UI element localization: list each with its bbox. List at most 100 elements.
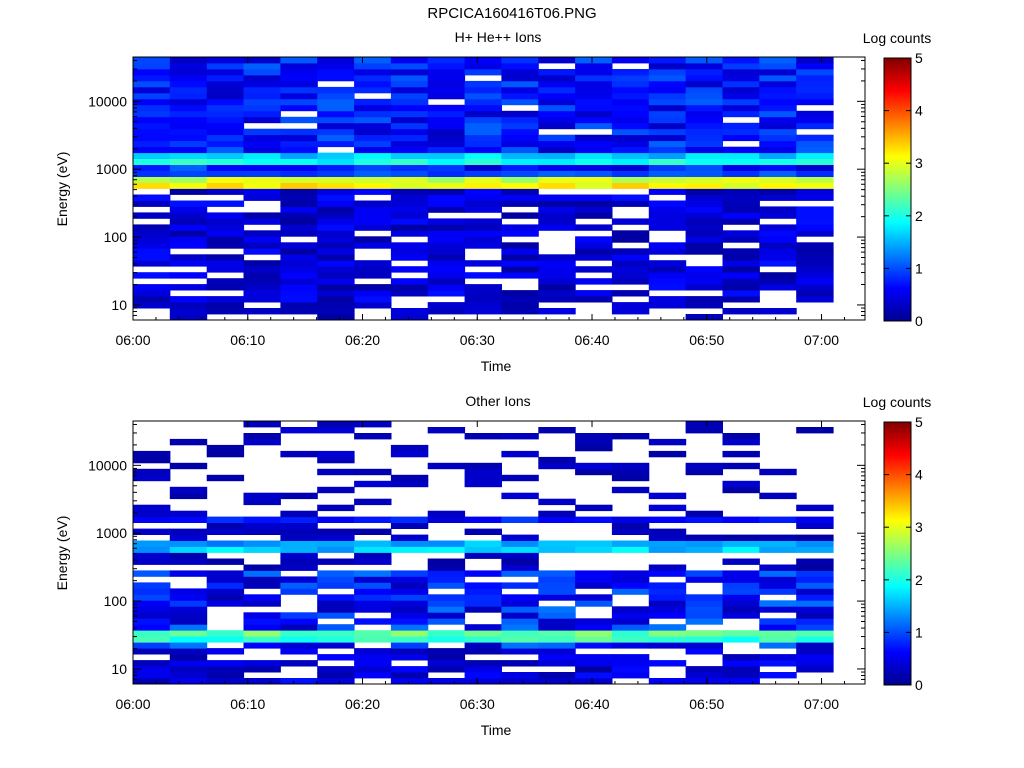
heatmap-cell [611,260,650,267]
heatmap-cell [243,516,281,523]
heatmap-cell [464,468,502,476]
heatmap-cell [169,630,208,637]
heatmap-cell [538,624,576,631]
heatmap-cell [501,260,539,267]
heatmap-cell [575,92,613,100]
heatmap-cell [354,134,392,142]
heatmap-cell [354,600,392,607]
heatmap-cell [317,74,355,82]
heatmap-cell [648,570,687,577]
heatmap-cell [317,200,355,207]
heatmap-cell [280,624,318,631]
heatmap-cell [501,248,539,255]
heatmap-cell [611,624,650,631]
heatmap-cell [464,176,502,183]
heatmap-cell [317,666,355,673]
heatmap-cell [722,534,760,541]
axes: 06:00 06:10 06:20 06:30 06:40 06:50 07:00 10 100… [88,421,865,712]
heatmap-cell [427,158,466,165]
heatmap-cell [317,606,355,613]
heatmap-cell [133,212,171,219]
heatmap-cell [390,516,429,523]
heatmap-cell [759,516,797,523]
heatmap-cell [759,230,797,237]
heatmap-cell [317,600,355,607]
figure-file-title: RPCICA160416T06.PNG [427,5,597,22]
heatmap-cell [611,236,650,243]
heatmap-cell [575,468,613,476]
heatmap-cell [317,63,355,70]
heatmap-cell [796,546,834,553]
heatmap-cell [317,308,355,315]
heatmap-cell [759,57,797,64]
heatmap-cell [538,57,576,64]
heatmap-cell [280,134,318,142]
heatmap-cell [575,642,613,649]
heatmap-cell [685,648,723,655]
heatmap-cell [796,504,834,512]
heatmap-cell [243,218,281,225]
heatmap-cell [354,182,392,189]
heatmap-cell [759,212,797,219]
heatmap-cell [206,546,245,553]
heatmap-cell [796,540,834,547]
heatmap-cell [354,540,392,547]
colorbar-tick-label: 5 [915,414,923,430]
heatmap-cell [538,516,576,523]
heatmap-cell [796,558,834,565]
heatmap-cell [538,116,576,124]
heatmap-cell [611,254,650,261]
panel-other-ions: Other Ions 06:00 06:10 06:20 06:30 06:40 06:5… [54,393,931,738]
heatmap-cell [501,188,539,195]
heatmap-cell [169,176,208,183]
heatmap-cell [575,164,613,171]
heatmap-cell [243,236,281,243]
panel-title: H+ He++ Ions [455,29,542,45]
heatmap-cell [427,200,466,207]
heatmap-cell [685,534,723,541]
heatmap-cell [575,146,613,154]
heatmap-cell [685,212,723,219]
heatmap-cell [501,254,539,261]
heatmap-cell [354,290,392,297]
heatmap-cell [464,63,502,70]
heatmap-cell [611,618,650,625]
heatmap-cell [611,152,650,159]
heatmap-cell [243,188,281,195]
heatmap-cell [206,110,245,118]
heatmap-cell [317,122,355,130]
heatmap-cell [133,450,171,458]
heatmap-cell [427,104,466,112]
heatmap-cell [280,230,318,237]
heatmap-cell [575,69,613,76]
heatmap-cell [648,140,687,148]
heatmap-cell [133,134,171,142]
y-tick-label: 10000 [88,457,127,473]
heatmap-cell [722,576,760,583]
heatmap-cell [206,474,245,482]
heatmap-cell [243,69,281,76]
heatmap-cell [759,534,797,541]
heatmap-cell [427,284,466,291]
heatmap-cell [722,110,760,118]
heatmap-cell [354,128,392,136]
colorbar-label: Log counts [863,394,932,410]
heatmap-cell [317,314,355,321]
heatmap-cell [280,248,318,255]
heatmap-cell [133,504,171,512]
heatmap-cell [390,248,429,255]
heatmap-cell [611,158,650,165]
heatmap-cell [169,206,208,213]
heatmap-cell [169,618,208,625]
heatmap-cell [611,170,650,177]
heatmap-cell [317,678,355,685]
heatmap-cell [317,534,355,541]
heatmap-cell [317,468,355,476]
heatmap-cell [575,182,613,189]
heatmap-cell [538,498,576,506]
heatmap-cell [427,140,466,148]
heatmap-cell [390,92,429,100]
heatmap-cell [133,636,171,643]
heatmap-cell [243,630,281,637]
heatmap-cell [169,128,208,136]
